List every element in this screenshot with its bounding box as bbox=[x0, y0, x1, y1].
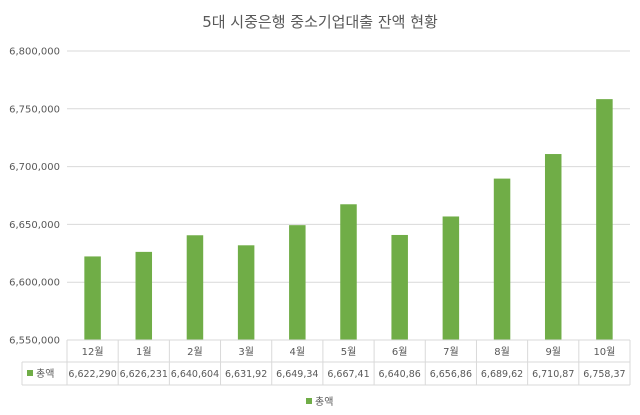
y-tick-label: 6,800,000 bbox=[9, 47, 60, 58]
category-label: 1월 bbox=[136, 346, 152, 358]
bar bbox=[391, 234, 408, 340]
y-tick-label: 6,600,000 bbox=[9, 278, 60, 289]
table-value: 6,667,41 bbox=[327, 369, 369, 380]
table-value: 6,689,62 bbox=[481, 369, 523, 380]
table-value: 6,710,87 bbox=[532, 369, 574, 380]
category-label: 10월 bbox=[593, 346, 615, 358]
table-row-header: 총액 bbox=[36, 368, 54, 380]
category-label: 7월 bbox=[443, 346, 459, 358]
table-value: 6,640,86 bbox=[379, 369, 421, 380]
bar bbox=[596, 99, 613, 340]
table-value: 6,649,34 bbox=[276, 369, 318, 380]
category-label: 9월 bbox=[545, 346, 561, 358]
y-tick-label: 6,550,000 bbox=[9, 336, 60, 347]
category-label: 8월 bbox=[494, 346, 510, 358]
table-value: 6,626,231 bbox=[120, 369, 168, 380]
table-legend-key bbox=[27, 370, 33, 376]
y-axis: 6,550,000 6,600,000 6,650,000 6,700,000 6,75… bbox=[9, 47, 60, 347]
table-value: 6,656,86 bbox=[430, 369, 472, 380]
table-value: 6,622,290 bbox=[68, 369, 116, 380]
bar bbox=[340, 204, 357, 340]
bar bbox=[237, 245, 255, 340]
category-label: 2월 bbox=[187, 346, 203, 358]
bar bbox=[544, 154, 562, 340]
category-label: 4월 bbox=[290, 346, 306, 358]
bar bbox=[493, 178, 511, 340]
bar bbox=[84, 256, 101, 340]
bars bbox=[84, 99, 613, 340]
category-label: 12월 bbox=[82, 346, 104, 358]
bar bbox=[186, 235, 204, 340]
y-tick-label: 6,650,000 bbox=[9, 220, 60, 231]
legend-key bbox=[306, 398, 312, 404]
chart-title: 5대 시중은행 중소기업대출 잔액 현황 bbox=[202, 13, 438, 31]
y-tick-label: 6,700,000 bbox=[9, 162, 60, 173]
table-value: 6,631,92 bbox=[225, 369, 267, 380]
data-table: 총액 12월 6,622,290 1월 6,626,231 2월 6,640,604 3월 6,… bbox=[21, 339, 631, 386]
category-label: 5월 bbox=[341, 346, 357, 358]
category-label: 6월 bbox=[392, 346, 408, 358]
y-tick-label: 6,750,000 bbox=[9, 104, 60, 115]
table-value: 6,640,604 bbox=[171, 369, 219, 380]
bar bbox=[442, 216, 460, 340]
bar bbox=[289, 225, 306, 340]
legend: 총액 bbox=[306, 396, 333, 408]
category-label: 3월 bbox=[238, 346, 254, 358]
bar bbox=[135, 251, 153, 340]
table-value: 6,758,37 bbox=[583, 369, 625, 380]
legend-label: 총액 bbox=[315, 396, 333, 408]
